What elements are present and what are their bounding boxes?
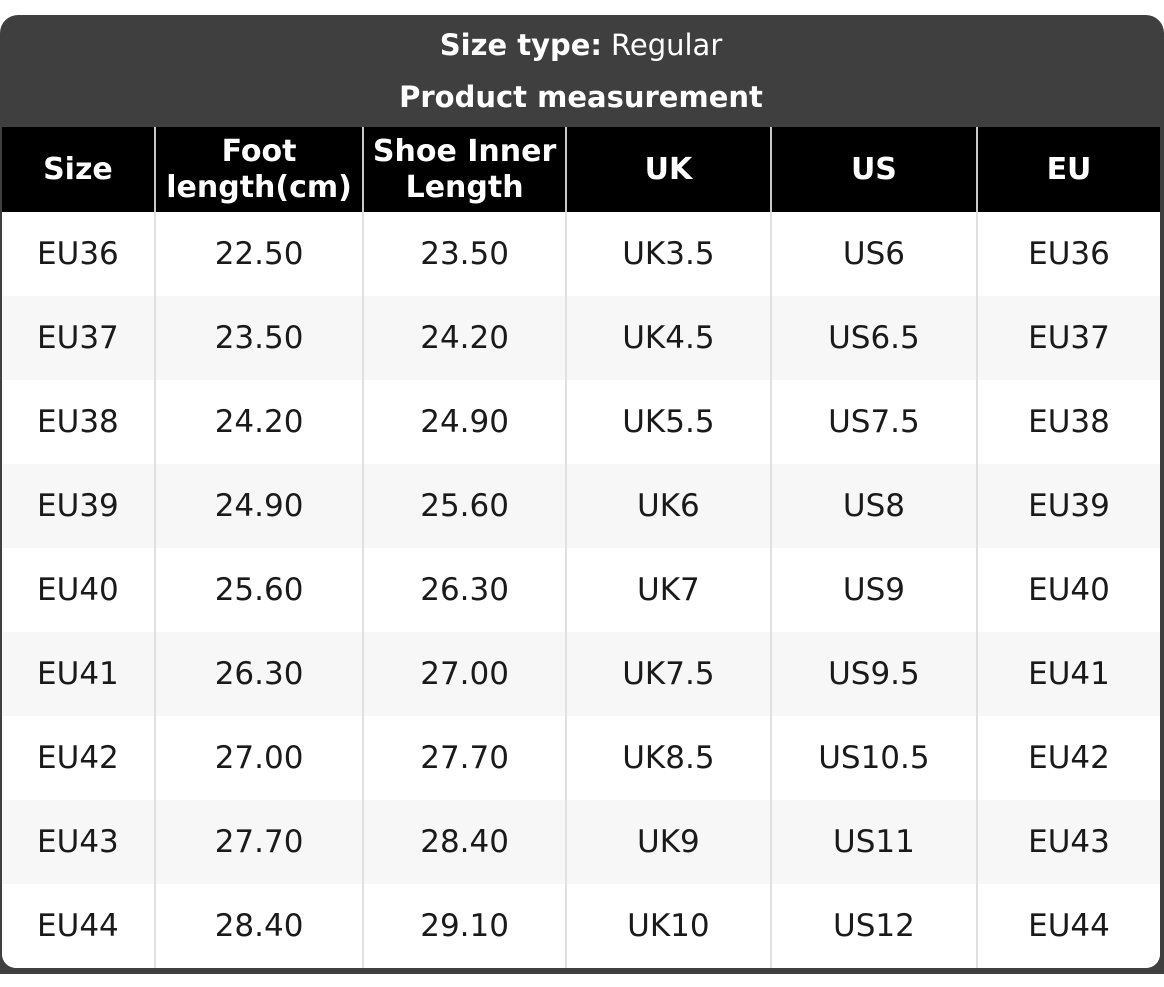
table-cell: UK7.5 [564,632,771,716]
table-cell: EU40 [975,548,1160,632]
table-row-eu39: EU39 24.90 25.60 UK6 US8 EU39 [2,464,1160,548]
table-cell: US6.5 [769,296,977,380]
table-cell: UK6 [564,464,771,548]
table-cell: US8 [769,464,977,548]
table-cell: EU44 [2,884,155,968]
table-cell: US9 [769,548,977,632]
table-row-eu44: EU44 28.40 29.10 UK10 US12 EU44 [2,884,1160,968]
table-cell: 26.30 [153,632,364,716]
table-cell: EU38 [2,380,155,464]
table-cell: US12 [769,884,977,968]
table-cell: US11 [769,800,977,884]
table-cell: UK5.5 [564,380,771,464]
column-header-uk: UK [564,127,771,212]
table-cell: EU36 [975,212,1160,296]
size-type-value: Regular [611,27,723,62]
table-cell: 27.70 [153,800,364,884]
table-row-eu40: EU40 25.60 26.30 UK7 US9 EU40 [2,548,1160,632]
table-cell: EU41 [2,632,155,716]
table-cell: EU39 [2,464,155,548]
table-cell: 23.50 [362,212,566,296]
table-cell: 26.30 [362,548,566,632]
size-type-line: Size type: Regular [440,27,723,63]
table-cell: UK8.5 [564,716,771,800]
table-cell: EU37 [2,296,155,380]
table-cell: 24.20 [153,380,364,464]
table-cell: EU37 [975,296,1160,380]
table-cell: EU36 [2,212,155,296]
product-measurement-title: Product measurement [399,80,763,114]
column-header-us: US [769,127,977,212]
column-header-shoe-inner-length: Shoe Inner Length [362,127,566,212]
size-table-wrap: Size Foot length(cm) Shoe Inner Length UK US… [2,127,1160,968]
table-cell: EU44 [975,884,1160,968]
table-cell: EU42 [975,716,1160,800]
table-cell: 27.70 [362,716,566,800]
table-cell: 25.60 [362,464,566,548]
table-cell: US7.5 [769,380,977,464]
table-cell: 28.40 [153,884,364,968]
table-cell: 25.60 [153,548,364,632]
table-cell: UK10 [564,884,771,968]
column-header-eu: EU [975,127,1160,212]
table-cell: US10.5 [769,716,977,800]
table-row-eu38: EU38 24.20 24.90 UK5.5 US7.5 EU38 [2,380,1160,464]
table-cell: 24.20 [362,296,566,380]
size-type-label: Size type: [439,27,603,62]
table-cell: UK9 [564,800,771,884]
table-cell: 24.90 [153,464,364,548]
table-cell: EU43 [975,800,1160,884]
table-cell: EU43 [2,800,155,884]
table-header-row: Size Foot length(cm) Shoe Inner Length UK US… [2,127,1160,212]
table-cell: 24.90 [362,380,566,464]
table-cell: 29.10 [362,884,566,968]
table-cell: EU41 [975,632,1160,716]
table-cell: US9.5 [769,632,977,716]
size-chart-banner: Size type: Regular Product measurement [2,15,1160,127]
table-row-eu36: EU36 22.50 23.50 UK3.5 US6 EU36 [2,212,1160,296]
size-chart-card: Size type: Regular Product measurement Si… [0,15,1164,974]
table-cell: UK3.5 [564,212,771,296]
table-cell: UK7 [564,548,771,632]
table-row-eu37: EU37 23.50 24.20 UK4.5 US6.5 EU37 [2,296,1160,380]
table-cell: 27.00 [153,716,364,800]
table-cell: UK4.5 [564,296,771,380]
table-row-eu41: EU41 26.30 27.00 UK7.5 US9.5 EU41 [2,632,1160,716]
size-chart-table: Size Foot length(cm) Shoe Inner Length UK US… [2,127,1160,968]
table-cell: EU40 [2,548,155,632]
table-row-eu42: EU42 27.00 27.70 UK8.5 US10.5 EU42 [2,716,1160,800]
column-header-foot-length-cm: Foot length(cm) [153,127,364,212]
table-row-eu43: EU43 27.70 28.40 UK9 US11 EU43 [2,800,1160,884]
table-cell: 23.50 [153,296,364,380]
table-cell: 28.40 [362,800,566,884]
table-cell: EU42 [2,716,155,800]
table-cell: US6 [769,212,977,296]
table-cell: 27.00 [362,632,566,716]
table-cell: EU38 [975,380,1160,464]
column-header-size: Size [2,127,155,212]
table-cell: 22.50 [153,212,364,296]
table-cell: EU39 [975,464,1160,548]
